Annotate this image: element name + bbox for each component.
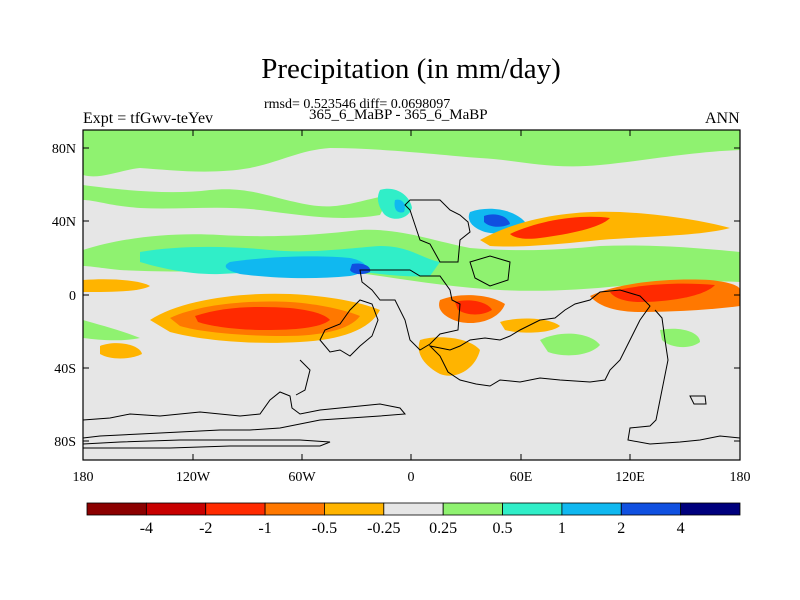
x-tick-label: 180 [730, 470, 751, 485]
y-tick-label: 80N [52, 142, 76, 157]
field-region [540, 333, 600, 356]
x-tick-label: 180 [73, 470, 94, 485]
colorbar-label: 0.25 [429, 520, 457, 537]
coastline [83, 391, 407, 439]
coastline [83, 439, 331, 449]
colorbar [86, 502, 741, 516]
field-region [500, 318, 560, 333]
field-region [480, 211, 730, 247]
field-region [83, 185, 390, 218]
y-tick-label: 0 [69, 289, 76, 304]
field-region [660, 328, 700, 348]
field-region [83, 130, 740, 177]
field-region [195, 306, 330, 330]
colorbar-swatch [324, 502, 385, 516]
cases-subtitle: 365_6_MaBP - 365_6_MaBP [309, 107, 488, 123]
field-region [394, 199, 405, 213]
field-region [83, 279, 150, 292]
coastline [469, 255, 511, 287]
colorbar-swatch [680, 502, 741, 516]
colorbar-swatch [383, 502, 444, 516]
colorbar-swatch [264, 502, 325, 516]
colorbar-label: 0.5 [493, 520, 513, 537]
map-field [83, 130, 740, 460]
experiment-label: Expt = tfGwv-teYev [83, 110, 214, 127]
coastline [428, 289, 651, 387]
stats-subtitle: rmsd= 0.523546 diff= 0.0698097 [264, 97, 451, 112]
field-region [455, 300, 492, 315]
x-tick-label: 60E [510, 470, 533, 485]
coastline [627, 309, 740, 445]
field-region [350, 263, 371, 275]
colorbar-labels: -4 -2 -1 -0.5 -0.25 0.25 0.5 1 2 4 [140, 520, 685, 537]
y-tick-label: 80S [54, 435, 76, 450]
field-region [610, 283, 715, 302]
coastline [689, 395, 707, 405]
x-tick-label: 120E [615, 470, 645, 485]
y-tick-label: 40N [52, 215, 76, 230]
colorbar-label: -0.25 [367, 520, 400, 537]
colorbar-swatch [145, 502, 207, 516]
season-label: ANN [705, 110, 740, 127]
colorbar-swatch [620, 502, 682, 516]
colorbar-label: -1 [258, 520, 271, 537]
field-region [83, 320, 140, 341]
field-region [100, 343, 142, 359]
field-region [484, 214, 510, 227]
colorbar-swatch [442, 502, 503, 516]
coastlines [83, 199, 740, 449]
map-title: Precipitation (in mm/day) [261, 53, 561, 85]
x-tick-label: 60W [288, 470, 316, 485]
y-tick-label: 40S [54, 362, 76, 377]
coastline [319, 299, 379, 357]
axis-ticks [83, 130, 740, 460]
colorbar-swatch [86, 502, 147, 516]
colorbar-label: -0.5 [312, 520, 337, 537]
colorbar-label: 2 [617, 520, 625, 537]
colorbar-swatch [205, 502, 266, 516]
colorbar-swatch [561, 502, 622, 516]
colorbar-label: 1 [558, 520, 566, 537]
colorbar-label: -4 [140, 520, 153, 537]
coastline [404, 199, 471, 263]
colorbar-swatch [502, 502, 563, 516]
colorbar-label: 4 [677, 520, 685, 537]
field-region [225, 256, 366, 279]
x-tick-label: 120W [176, 470, 211, 485]
x-tick-label: 0 [408, 470, 415, 485]
coastline [359, 269, 461, 351]
colorbar-label: -2 [199, 520, 212, 537]
field-region [510, 216, 610, 239]
coastline [295, 359, 311, 396]
